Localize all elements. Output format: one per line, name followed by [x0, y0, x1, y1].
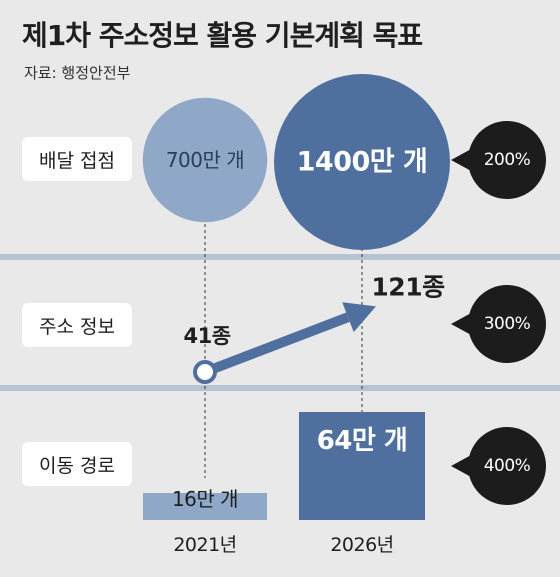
- growth-label: 200%: [484, 150, 531, 170]
- row-label-delivery: 배달 접점: [22, 137, 132, 181]
- data-label-address-2026: 121종: [371, 273, 445, 302]
- growth-badge: [468, 121, 546, 199]
- growth-badge: [468, 285, 546, 363]
- row-separator: [0, 385, 560, 391]
- bubble-2021: [142, 97, 268, 223]
- bar-2021: [143, 493, 267, 520]
- growth-label: 400%: [484, 456, 531, 476]
- data-label-route-2021: 16만 개: [172, 487, 238, 511]
- arrow-head: [342, 302, 376, 333]
- bubble-2026: [274, 74, 450, 250]
- row-label-address: 주소 정보: [22, 303, 132, 347]
- source-note: 자료: 행정안전부: [24, 64, 131, 82]
- data-label-route-2026: 64만 개: [317, 426, 408, 456]
- growth-label: 300%: [484, 314, 531, 334]
- arrow-shaft: [203, 312, 350, 377]
- data-label-bubble-2026: 1400만 개: [297, 147, 428, 178]
- growth-badge: [468, 427, 546, 505]
- bar-2026: [299, 412, 425, 520]
- chart-title: 제1차 주소정보 활용 기본계획 목표: [22, 19, 423, 52]
- growth-badge-pointer: [451, 148, 473, 172]
- arrow-start-point: [193, 360, 217, 384]
- growth-badge-pointer: [451, 312, 473, 336]
- x-tick-label-2021: 2021년: [173, 534, 236, 556]
- row-label-route: 이동 경로: [22, 442, 132, 486]
- growth-badge-pointer: [451, 454, 473, 478]
- x-tick-label-2026: 2026년: [330, 534, 393, 556]
- row-separator: [0, 254, 560, 260]
- data-label-bubble-2021: 700만 개: [166, 148, 244, 172]
- data-label-address-2021: 41종: [183, 324, 230, 348]
